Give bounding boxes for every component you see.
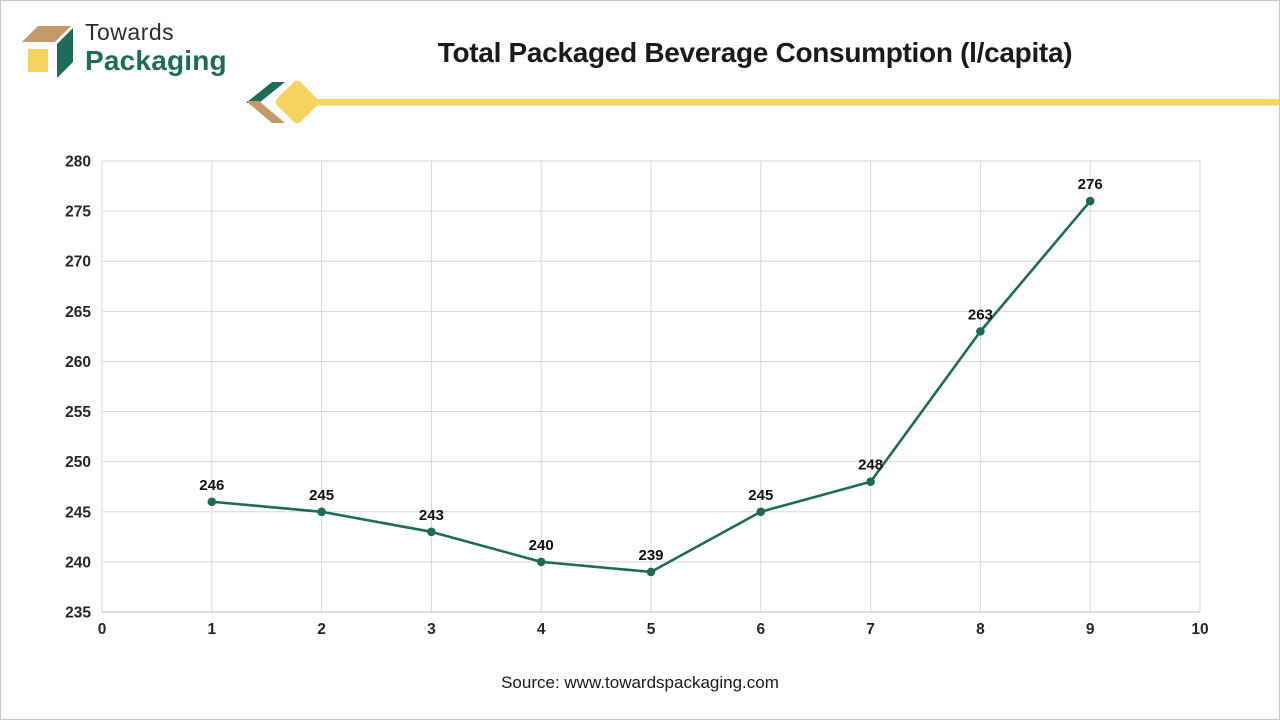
y-tick-label: 255	[65, 404, 91, 421]
x-tick-label: 2	[317, 621, 326, 638]
packaging-box-icon	[22, 26, 73, 78]
data-point	[976, 327, 985, 336]
brand-name-line1: Towards	[85, 19, 175, 45]
page-title: Total Packaged Beverage Consumption (l/c…	[437, 37, 1073, 68]
box-right-face	[57, 28, 73, 78]
data-point	[536, 557, 546, 567]
data-label: 248	[858, 457, 883, 474]
divider-ribbon	[246, 80, 1279, 124]
y-tick-label: 260	[65, 354, 91, 371]
chart-area: 235 240 245 250 255 260 265 270 275 280 0 1 2 3 4 5 6 7 8 9…	[1, 141, 1279, 653]
x-tick-label: 8	[976, 621, 985, 638]
data-label: 245	[748, 487, 773, 504]
brand-wordmark: Towards Packaging	[85, 15, 227, 75]
data-label: 239	[638, 547, 663, 564]
x-tick-label: 10	[1191, 621, 1208, 638]
data-point	[866, 477, 875, 487]
data-point	[1085, 196, 1095, 206]
data-label: 276	[1078, 176, 1103, 193]
y-tick-label: 265	[65, 304, 91, 321]
divider-line	[301, 99, 1279, 106]
y-tick-label: 240	[65, 554, 91, 571]
x-tick-label: 5	[647, 621, 656, 638]
x-tick-label: 7	[866, 621, 875, 638]
y-tick-label: 235	[65, 605, 91, 622]
data-point	[427, 527, 436, 537]
y-tick-label: 280	[65, 154, 91, 171]
data-label: 245	[309, 487, 334, 504]
brand-name-line2: Packaging	[85, 45, 227, 76]
y-tick-label: 245	[65, 504, 91, 521]
data-point	[207, 497, 217, 507]
data-label: 246	[199, 477, 224, 494]
box-front-face	[28, 49, 48, 72]
line-chart: 235 240 245 250 255 260 265 270 275 280 0 1 2 3 4 5 6 7 8 9…	[65, 154, 1209, 639]
source-caption: Source: www.towardspackaging.com	[501, 673, 779, 692]
data-label: 240	[529, 537, 554, 554]
x-tick-label: 9	[1086, 621, 1095, 638]
x-tick-label: 3	[427, 621, 436, 638]
data-point	[756, 507, 766, 517]
brand-logo: Towards Packaging	[21, 15, 227, 81]
x-tick-label: 6	[756, 621, 765, 638]
x-tick-label: 4	[537, 621, 546, 638]
data-label: 243	[419, 507, 444, 524]
x-tick-label: 0	[98, 621, 107, 638]
divider-diamond	[275, 80, 319, 124]
divider-chevron-bottom	[246, 101, 285, 123]
x-tick-label: 1	[207, 621, 216, 638]
data-point	[646, 567, 656, 577]
y-tick-label: 275	[65, 204, 91, 221]
y-tick-label: 250	[65, 454, 91, 471]
divider-chevron-top	[246, 82, 285, 103]
data-label: 263	[968, 306, 993, 323]
box-top-face	[22, 26, 71, 42]
y-tick-label: 270	[65, 254, 91, 271]
data-point	[317, 507, 326, 517]
